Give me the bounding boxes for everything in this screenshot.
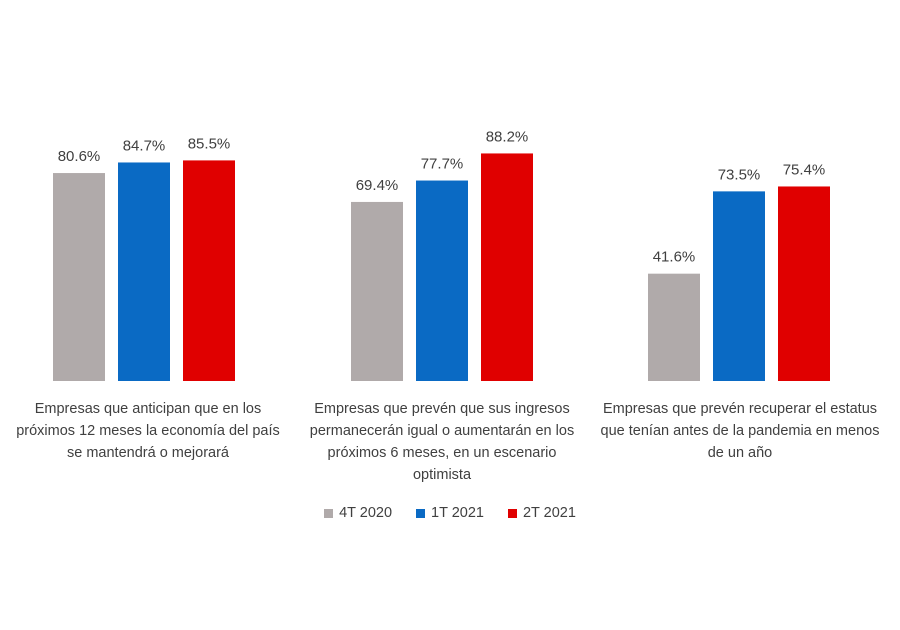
value-label-1-3: 41.6% <box>653 249 696 266</box>
bar-3-1 <box>183 160 235 381</box>
category-label-3: Empresas que prevén recuperar el estatus… <box>600 401 880 461</box>
legend-label-1t-2021: 1T 2021 <box>431 505 484 521</box>
category-label-1: Empresas que anticipan que en los próxim… <box>16 401 280 461</box>
legend-label-2t-2021: 2T 2021 <box>522 505 576 521</box>
value-label-2-1: 84.7% <box>123 137 166 154</box>
bar-1-1 <box>53 173 105 381</box>
value-label-3-1: 85.5% <box>188 135 231 152</box>
legend-swatch-4t-2020 <box>324 508 334 518</box>
legend-item-2t-2021: 2T 2021 <box>507 505 576 521</box>
value-label-3-2: 88.2% <box>486 128 529 145</box>
legend-label-4t-2020: 4T 2020 <box>339 505 393 521</box>
value-label-1-2: 69.4% <box>356 177 399 194</box>
value-label-1-1: 80.6% <box>58 148 101 165</box>
bar-2-3 <box>713 191 765 381</box>
bar-1-3 <box>648 273 700 381</box>
bar-1-2 <box>351 201 403 381</box>
legend: 4T 2020 1T 2021 2T 2021 <box>0 505 900 521</box>
bar-3-2 <box>481 153 533 381</box>
legend-item-1t-2021: 1T 2021 <box>416 505 484 521</box>
legend-item-4t-2020: 4T 2020 <box>324 505 392 521</box>
legend-swatch-1t-2021 <box>416 508 426 518</box>
value-label-2-2: 77.7% <box>421 156 464 173</box>
bar-2-1 <box>118 162 170 381</box>
value-label-3-3: 75.4% <box>783 161 826 178</box>
value-label-2-3: 73.5% <box>718 166 761 183</box>
bar-2-2 <box>416 180 468 381</box>
legend-swatch-2t-2021 <box>507 508 517 518</box>
bar-3-3 <box>778 186 830 381</box>
category-label-2: Empresas que prevén que sus ingresos per… <box>309 401 575 483</box>
